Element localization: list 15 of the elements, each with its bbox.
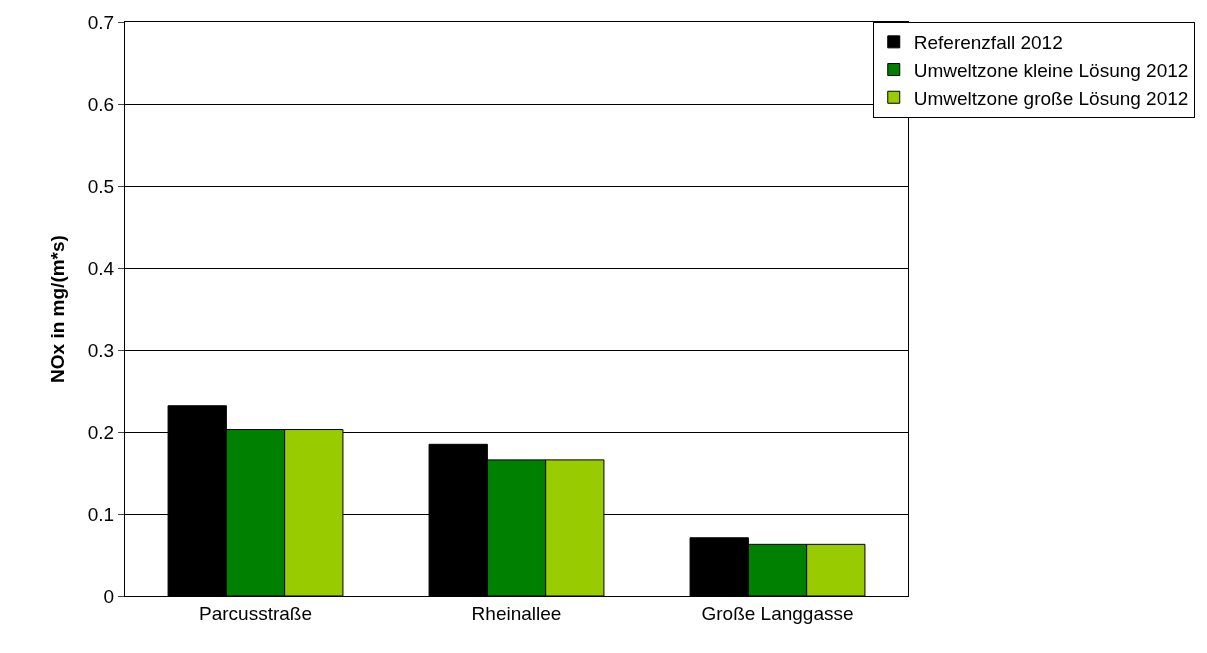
legend-label: Umweltzone kleine Lösung 2012 xyxy=(913,59,1189,81)
x-tick-label: Große Langgasse xyxy=(701,602,854,624)
y-tick-label: 0.6 xyxy=(87,93,115,115)
x-tick-label: Rheinallee xyxy=(471,602,562,624)
y-tick-label: 0.3 xyxy=(87,339,115,361)
y-tick-label: 0.1 xyxy=(87,503,115,525)
legend-label: Referenzfall 2012 xyxy=(913,32,1063,54)
y-tick-label: 0.4 xyxy=(87,257,115,279)
y-tick-label: 0.5 xyxy=(87,175,115,197)
y-axis-title: NOx in mg/(m*s) xyxy=(46,235,68,383)
y-tick-label: 0.7 xyxy=(87,11,115,33)
legend-label: Umweltzone große Lösung 2012 xyxy=(913,87,1189,109)
y-tick-label: 0 xyxy=(103,585,115,607)
y-tick-label: 0.2 xyxy=(87,421,115,443)
x-tick-label: Parcusstraße xyxy=(199,602,312,624)
